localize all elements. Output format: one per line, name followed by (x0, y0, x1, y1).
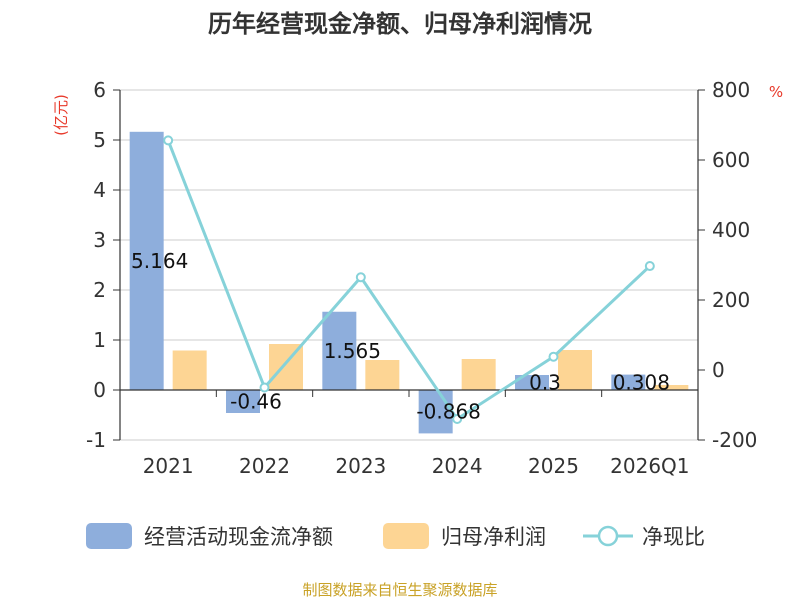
y-right-tick-label: -200 (712, 428, 757, 452)
legend-label-net-profit: 归母净利润 (441, 525, 546, 549)
legend-marker-ratio (597, 525, 619, 547)
ratio-point (259, 382, 270, 393)
bar-net-profit (654, 385, 689, 390)
bar-cash-flow (418, 390, 453, 434)
bar-net-profit (172, 350, 207, 390)
legend-swatch-cash-flow (86, 523, 132, 549)
bar-cash-flow (515, 375, 549, 390)
y-left-tick-label: 4 (93, 178, 106, 202)
gridlines (120, 89, 698, 441)
cash-flow-data-label: 0.3 (529, 371, 561, 395)
bars (129, 131, 689, 434)
x-tick-label: 2021 (143, 454, 194, 478)
bar-cash-flow (226, 390, 260, 413)
ratio-point (355, 272, 366, 283)
ratio-point (548, 351, 559, 362)
bar-cash-flow (129, 131, 164, 391)
bar-cash-flow (611, 374, 646, 390)
x-tick-label: 2024 (432, 454, 483, 478)
x-tick-label: 2023 (335, 454, 386, 478)
y-right-tick-label: 800 (712, 78, 750, 102)
ratio-series-line (166, 139, 651, 422)
y-left-tick-label: 0 (93, 378, 106, 402)
ratio-point (163, 135, 174, 146)
legend-label-cash-flow: 经营活动现金流净额 (144, 525, 333, 549)
cash-flow-data-label: 0.308 (613, 370, 670, 394)
y-right-unit: % (769, 83, 783, 101)
y-left-tick-label: 5 (93, 128, 106, 152)
ratio-point (644, 261, 655, 272)
y-left-tick-label: 3 (93, 228, 106, 252)
y-left-tick-label: 6 (93, 78, 106, 102)
y-left-tick-label: 2 (93, 278, 106, 302)
y-right-tick-label: 0 (712, 358, 725, 382)
y-left-unit: (亿元) (52, 94, 70, 136)
data-labels: 5.164 -0.46 1.565 -0.868 0.3 0.308 (131, 249, 670, 424)
y-left-tick-label: 1 (93, 328, 106, 352)
cash-flow-data-label: -0.46 (230, 390, 282, 414)
x-tick-label: 2022 (239, 454, 290, 478)
ratio-line (163, 135, 655, 424)
y-right-tick-label: 400 (712, 218, 750, 242)
bar-net-profit (365, 360, 400, 390)
y-right-tick-label: 600 (712, 148, 750, 172)
bar-cash-flow (322, 311, 357, 390)
x-tick-label: 2025 (528, 454, 579, 478)
legend-label-ratio: 净现比 (642, 525, 705, 549)
source-note: 制图数据来自恒生聚源数据库 (302, 581, 497, 599)
cash-flow-data-label: 5.164 (131, 249, 188, 273)
chart-title: 历年经营现金净额、归母净利润情况 (208, 10, 592, 38)
ratio-point (452, 414, 463, 424)
bar-net-profit (558, 350, 592, 390)
axes: 6 5 4 3 2 1 0 -1 800 600 400 200 0 -200 2021 2022 2023 20… (86, 78, 757, 478)
legend: 经营活动现金流净额 归母净利润 净现比 (86, 523, 705, 549)
cash-flow-data-label: 1.565 (324, 339, 381, 363)
cash-flow-data-label: -0.868 (416, 400, 480, 424)
legend-swatch-net-profit (383, 523, 429, 549)
y-left-tick-label: -1 (86, 428, 106, 452)
bar-net-profit (461, 359, 496, 390)
x-tick-label: 2026Q1 (610, 454, 689, 478)
y-right-tick-label: 200 (712, 288, 750, 312)
